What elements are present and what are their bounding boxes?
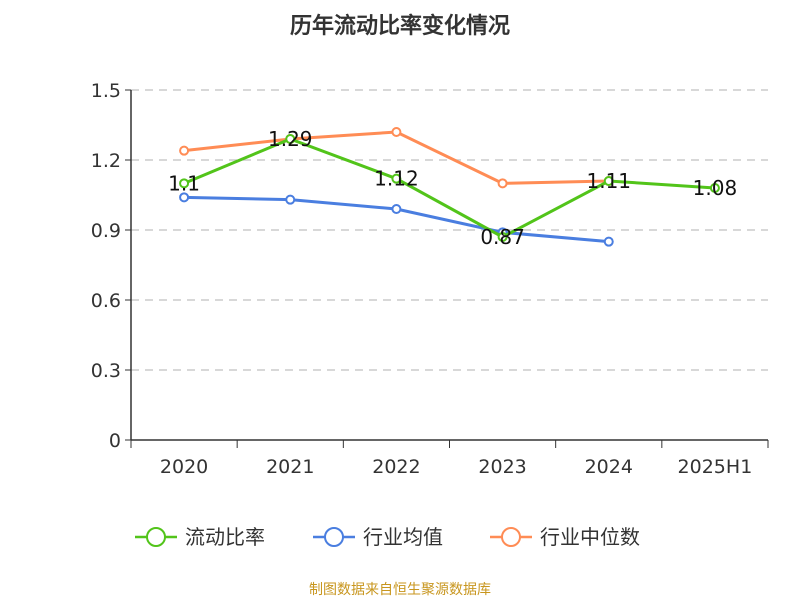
- chart-title: 历年流动比率变化情况: [290, 13, 510, 39]
- x-tick-label: 2020: [160, 456, 208, 478]
- y-tick-label: 0: [109, 430, 121, 452]
- data-label: 1.11: [586, 169, 631, 193]
- legend-circle-icon: [146, 527, 166, 547]
- source-note: 制图数据来自恒生聚源数据库: [309, 582, 491, 598]
- x-tick-label: 2022: [372, 456, 420, 478]
- legend-label: 行业中位数: [540, 525, 640, 549]
- x-tick-label: 2025H1: [678, 456, 753, 478]
- data-point[interactable]: [179, 178, 190, 189]
- data-label: 1.1: [168, 171, 200, 195]
- data-label: 1.12: [374, 167, 419, 191]
- data-point[interactable]: [391, 173, 402, 184]
- legend-circle-icon: [501, 527, 521, 547]
- data-point[interactable]: [603, 176, 614, 186]
- data-point[interactable]: [391, 204, 402, 214]
- y-tick-label: 0.6: [91, 290, 121, 312]
- legend-item[interactable]: 流动比率: [135, 525, 265, 549]
- legend-circle-icon: [324, 527, 344, 547]
- data-label: 1.08: [693, 176, 738, 200]
- x-tick-label: 2021: [266, 456, 314, 478]
- legend-item[interactable]: 行业中位数: [490, 525, 640, 549]
- x-tick-label: 2024: [585, 456, 633, 478]
- series-line-1: [184, 195, 609, 244]
- data-point[interactable]: [179, 145, 190, 156]
- legend-label: 流动比率: [185, 525, 265, 549]
- data-point[interactable]: [285, 134, 296, 144]
- data-label: 1.29: [268, 127, 313, 151]
- data-point[interactable]: [179, 192, 190, 203]
- data-point[interactable]: [709, 183, 720, 193]
- y-tick-label: 0.9: [91, 220, 121, 242]
- data-label: 0.87: [480, 225, 525, 249]
- legend-item[interactable]: 行业均值: [313, 525, 443, 549]
- data-point[interactable]: [391, 127, 402, 137]
- x-tick-label: 2023: [478, 456, 526, 478]
- y-tick-label: 1.5: [91, 80, 121, 102]
- data-point[interactable]: [497, 232, 508, 242]
- y-tick-label: 0.3: [91, 360, 121, 382]
- series-line-0: [183, 137, 716, 239]
- legend-label: 行业均值: [363, 525, 443, 549]
- data-point[interactable]: [603, 236, 614, 247]
- y-tick-label: 1.2: [91, 150, 121, 172]
- data-point[interactable]: [285, 194, 296, 205]
- data-point[interactable]: [497, 178, 508, 189]
